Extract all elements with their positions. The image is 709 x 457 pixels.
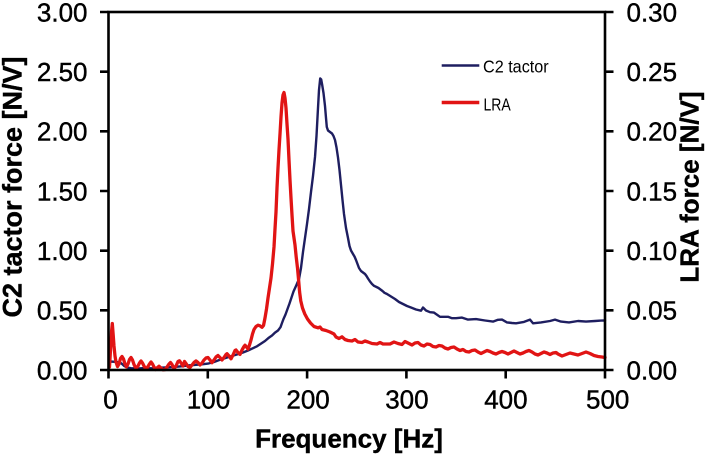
svg-text:0.00: 0.00 — [627, 355, 678, 385]
svg-text:1.50: 1.50 — [37, 176, 88, 206]
svg-text:0.30: 0.30 — [627, 0, 678, 27]
svg-text:LRA: LRA — [484, 95, 511, 115]
svg-text:0: 0 — [103, 385, 117, 415]
svg-text:C2 tactor: C2 tactor — [483, 57, 549, 77]
svg-text:2.50: 2.50 — [37, 57, 88, 87]
svg-text:1.00: 1.00 — [37, 236, 88, 266]
svg-text:C2 tactor force [N/V]: C2 tactor force [N/V] — [0, 56, 28, 317]
svg-text:300: 300 — [385, 385, 428, 415]
svg-text:100: 100 — [187, 385, 230, 415]
svg-text:0.15: 0.15 — [627, 176, 678, 206]
svg-text:500: 500 — [586, 385, 629, 415]
svg-text:0.05: 0.05 — [627, 296, 678, 326]
svg-text:0.00: 0.00 — [37, 355, 88, 385]
svg-text:0.25: 0.25 — [627, 57, 678, 87]
svg-text:0.20: 0.20 — [627, 117, 678, 147]
svg-text:400: 400 — [484, 385, 527, 415]
svg-text:LRA force [N/V]: LRA force [N/V] — [675, 91, 705, 282]
svg-text:Frequency [Hz]: Frequency [Hz] — [255, 424, 443, 454]
svg-text:3.00: 3.00 — [37, 0, 88, 27]
svg-text:0.10: 0.10 — [627, 236, 678, 266]
svg-text:2.00: 2.00 — [37, 117, 88, 147]
svg-text:0.50: 0.50 — [37, 296, 88, 326]
svg-text:200: 200 — [286, 385, 329, 415]
